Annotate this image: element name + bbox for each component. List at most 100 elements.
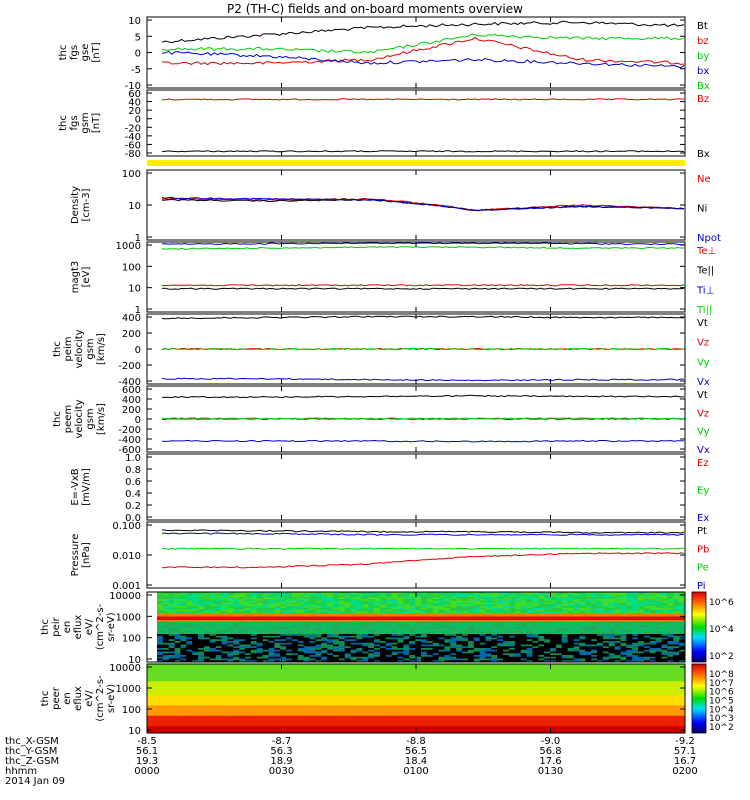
spectrogram-cell: [421, 602, 428, 605]
spectrogram-cell: [391, 653, 398, 656]
spectrogram-cell: [544, 641, 551, 644]
spectrogram-cell: [221, 634, 228, 637]
spectrogram-cell: [626, 599, 633, 602]
spectrogram-cell: [224, 674, 232, 677]
spectrogram-cell: [649, 644, 657, 647]
legend-Ey: Ey: [697, 486, 709, 497]
y-tick-label: -600: [118, 445, 141, 456]
spectrogram-cell: [579, 656, 586, 659]
spectrogram-cell: [579, 602, 586, 605]
spectrogram-cell: [532, 655, 539, 658]
spectrogram-cell: [194, 679, 202, 682]
spectrogram-cell: [162, 660, 170, 663]
spectrogram-cell: [403, 635, 410, 638]
spectrogram-cell: [200, 677, 208, 680]
spectrogram-cell: [242, 707, 250, 710]
spectrogram-cell: [597, 625, 604, 628]
spectrogram-cell: [362, 658, 369, 661]
spectrogram-cell: [591, 611, 598, 614]
spectrogram-cell: [497, 656, 504, 659]
spectrogram-cell: [573, 658, 580, 661]
spectrogram-cell: [272, 682, 279, 686]
spectrogram-cell: [212, 679, 220, 682]
spectrogram-cell: [254, 717, 261, 720]
spectrogram-cell: [245, 602, 252, 605]
spectrogram-cell: [248, 727, 255, 730]
spectrogram-cell: [309, 637, 316, 640]
spectrogram-cell: [256, 595, 263, 598]
spectrogram-cell: [266, 715, 273, 718]
spectrogram-cell: [164, 731, 172, 734]
spectrogram-cell: [278, 700, 285, 703]
spectrogram-cell: [218, 722, 226, 725]
spectrogram-cell: [224, 672, 232, 675]
spectrogram-cell: [350, 632, 357, 635]
spectrogram-cell: [491, 607, 498, 610]
spectrogram-cell: [290, 714, 297, 717]
spectrogram-cell: [250, 630, 258, 633]
spectrogram-cell: [200, 703, 208, 706]
spectrogram-cell: [579, 604, 586, 607]
spectrogram-cell: [538, 597, 545, 600]
spectrogram-cell: [538, 644, 545, 647]
spectrogram-cell: [679, 625, 686, 628]
spectrogram-cell: [544, 639, 551, 642]
spectrogram-cell: [491, 658, 498, 661]
spectrogram-cell: [597, 609, 604, 612]
spectrogram-cell: [550, 600, 557, 603]
spectrogram-cell: [266, 684, 273, 687]
colorbar-tick-label: 10^2: [709, 652, 734, 662]
spectrogram-cell: [147, 703, 154, 706]
spectrogram-cell: [262, 620, 269, 623]
spectrogram-cell: [182, 693, 190, 696]
spectrogram-cell: [626, 627, 633, 630]
spectrogram-cell: [284, 710, 291, 713]
spectrogram-cell: [272, 679, 279, 682]
spectrogram-cell: [356, 599, 363, 602]
spectrogram-cell: [233, 611, 240, 614]
spectrogram-cell: [374, 602, 381, 605]
spectrogram-cell: [450, 637, 457, 640]
spectrogram-cell: [567, 637, 574, 640]
spectrogram-cell: [379, 604, 387, 607]
spectrogram-cell: [209, 658, 217, 661]
spectrogram-cell: [206, 689, 214, 693]
spectrogram-cell: [194, 731, 202, 734]
spectrogram-cell: [620, 611, 627, 614]
spectrogram-cell: [170, 712, 178, 715]
spectrogram-cell: [221, 592, 228, 595]
spectrogram-cell: [284, 674, 291, 677]
spectrogram-cell: [206, 669, 214, 672]
spectrogram-cell: [221, 599, 228, 602]
spectrogram-cell: [614, 611, 621, 614]
spectrogram-cell: [147, 667, 154, 670]
spectrogram-cell: [438, 611, 445, 614]
spectrogram-cell: [620, 604, 627, 607]
spectrogram-cell: [180, 611, 187, 614]
spectrogram-cell: [239, 611, 246, 614]
spectrogram-cell: [230, 670, 238, 674]
spectrogram-cell: [209, 611, 217, 614]
spectrogram-cell: [573, 634, 580, 637]
spectrogram-cell: [242, 701, 250, 705]
spectrogram-cell: [567, 630, 574, 633]
spectrogram-cell: [620, 614, 627, 617]
spectrogram-cell: [479, 655, 486, 658]
spectrogram-cell: [158, 677, 166, 680]
spectrogram-cell: [538, 642, 545, 645]
spectrogram-cell: [164, 693, 172, 696]
spectrogram-cell: [245, 600, 252, 603]
spectrogram-cell: [338, 621, 346, 624]
spectrogram-cell: [233, 635, 240, 638]
spectrogram-cell: [456, 604, 463, 607]
spectrogram-cell: [180, 593, 187, 596]
spectrogram-cell: [250, 593, 258, 596]
spectrogram-cell: [421, 641, 428, 644]
spectrogram-cell: [597, 602, 604, 605]
spectrogram-cell: [176, 717, 184, 720]
spectrogram-cell: [176, 720, 184, 724]
spectrogram-cell: [450, 616, 457, 619]
spectrogram-cell: [274, 606, 281, 609]
spectrogram-cell: [212, 684, 220, 687]
